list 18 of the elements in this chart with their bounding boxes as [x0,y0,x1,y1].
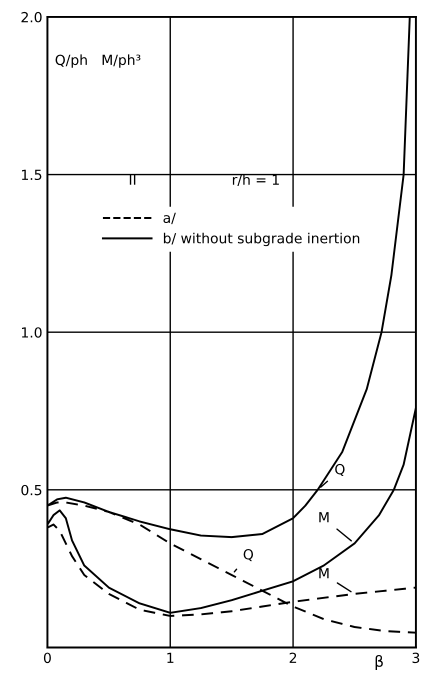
y-tick-label: 1.5 [22,170,42,180]
x-tick-label: 3 [412,652,420,664]
x-tick-label: 2 [290,652,296,663]
y-axis-title: Q/ph M/ph³ [56,54,140,68]
x-tick-label: 1 [167,652,174,663]
legend-label: a/ [163,212,176,224]
x-tick-label: 0 [44,652,51,664]
annotation: II [130,174,136,185]
x-axis-title: β [376,655,383,670]
annotation: Q [244,549,254,562]
y-tick-label: 1.0 [22,327,42,338]
annotation: M [319,568,329,578]
annotation: r/h = 1 [232,174,279,186]
annotation: Q [335,464,345,476]
y-tick-label: 0.5 [21,484,42,496]
annotation: M [319,512,329,522]
y-tick-label: 2.0 [21,12,42,22]
legend-label: b/ without subgrade inertion [164,232,360,246]
